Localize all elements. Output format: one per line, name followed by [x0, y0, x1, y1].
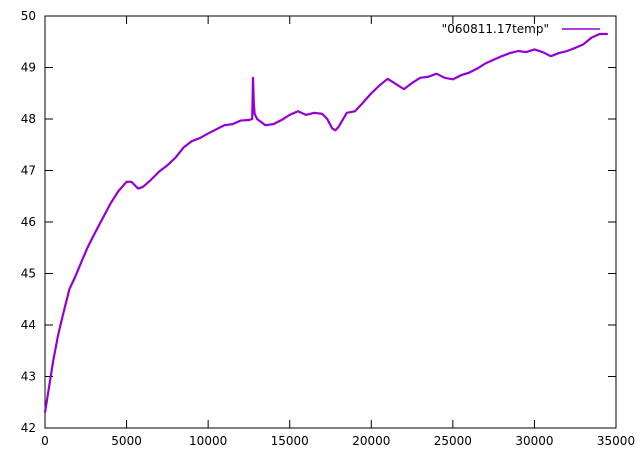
x-tick-label: 0 — [41, 434, 49, 448]
y-tick-label: 47 — [21, 164, 36, 178]
y-tick-label: 49 — [21, 61, 36, 75]
x-tick-label: 5000 — [111, 434, 142, 448]
y-tick-label: 46 — [21, 215, 36, 229]
x-tick-label: 30000 — [515, 434, 553, 448]
series-line — [43, 32, 608, 413]
legend-entry-label: "060811.17temp" — [442, 22, 549, 36]
y-tick-label: 43 — [21, 370, 36, 384]
x-tick-label: 10000 — [189, 434, 227, 448]
y-tick-label: 45 — [21, 267, 36, 281]
y-tick-label: 50 — [21, 9, 36, 23]
x-tick-label: 20000 — [352, 434, 390, 448]
x-tick-label: 15000 — [271, 434, 309, 448]
x-tick-label: 25000 — [434, 434, 472, 448]
y-tick-label: 48 — [21, 112, 36, 126]
y-tick-label: 44 — [21, 318, 36, 332]
plot-frame — [44, 15, 617, 429]
legend: "060811.17temp" — [442, 22, 600, 36]
series-layer — [43, 32, 608, 413]
axis-ticks — [44, 15, 617, 429]
x-tick-label: 35000 — [597, 434, 635, 448]
y-tick-label: 42 — [21, 421, 36, 435]
axis-tick-labels: 0 5000 10000 15000 20000 25000 30000 35000 42 43 4… — [21, 9, 635, 448]
